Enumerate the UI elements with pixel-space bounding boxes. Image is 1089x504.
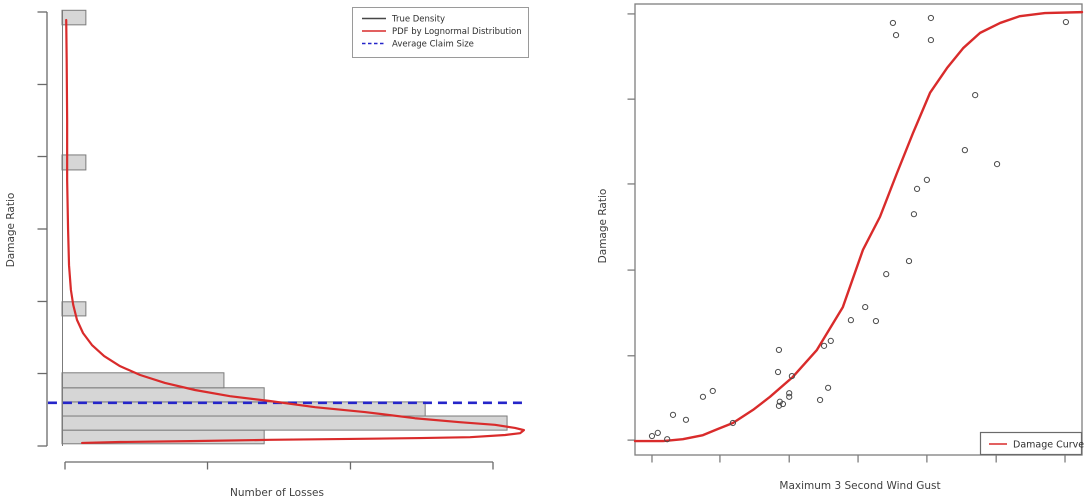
legend-label-average-claim: Average Claim Size xyxy=(392,40,474,50)
scatter-point xyxy=(872,317,880,325)
scatter-point xyxy=(927,36,935,44)
right-x-axis-label: Maximum 3 Second Wind Gust xyxy=(779,480,940,492)
scatter-point xyxy=(827,337,834,344)
scatter-point xyxy=(913,185,921,193)
left-density-overlays xyxy=(47,18,526,445)
histogram-bar xyxy=(61,415,508,431)
scatter-point xyxy=(993,161,1001,168)
scatter-point xyxy=(654,429,661,437)
scatter-point xyxy=(774,368,782,376)
scatter-point xyxy=(820,342,828,349)
scatter-point xyxy=(889,19,897,27)
scatter-point xyxy=(775,402,783,409)
left-y-axis-label: Damage Ratio xyxy=(5,193,17,268)
right-chart-marks xyxy=(633,10,1084,443)
left-legend: True Density PDF by Lognormal Distributi… xyxy=(352,7,529,58)
scatter-point xyxy=(786,390,793,397)
scatter-point xyxy=(1062,18,1070,26)
scatter-point xyxy=(905,257,913,265)
scatter-point xyxy=(669,411,677,418)
histogram-bar xyxy=(61,154,87,171)
right-legend-box xyxy=(979,431,1083,456)
left-x-axis-label: Number of Losses xyxy=(230,487,324,499)
right-y-axis-label: Damage Ratio xyxy=(597,189,609,264)
legend-label-true-density: True Density xyxy=(391,15,445,25)
scatter-point xyxy=(923,176,930,183)
scatter-point xyxy=(892,32,900,39)
scatter-point xyxy=(927,14,935,22)
scatter-point xyxy=(775,346,783,354)
legend-label-pdf-lognormal: PDF by Lognormal Distribution xyxy=(392,27,522,37)
right-plot-box xyxy=(634,3,1083,456)
scatter-point xyxy=(847,317,855,324)
lognormal-pdf-curve xyxy=(65,18,526,445)
scatter-point xyxy=(816,396,824,404)
scatter-point xyxy=(910,211,918,218)
right-legend: Damage Curve xyxy=(979,431,1084,456)
scatter-point xyxy=(825,384,832,391)
scatter-point xyxy=(729,419,736,427)
scatter-point xyxy=(883,271,890,278)
left-histogram-bars xyxy=(61,9,508,446)
scatter-point xyxy=(788,372,795,380)
scatter-point xyxy=(862,303,869,311)
scatter-point xyxy=(972,92,979,99)
scatter-point xyxy=(786,393,793,400)
scatter-point xyxy=(664,436,671,443)
damage-curve xyxy=(633,10,1084,443)
scatter-point xyxy=(709,387,716,395)
histogram-bar xyxy=(61,387,265,403)
right-chart-axes xyxy=(627,3,1083,463)
scatter-point xyxy=(961,147,968,154)
scatter-point xyxy=(648,432,656,440)
scatter-point xyxy=(682,416,690,423)
left-legend-box xyxy=(352,7,529,58)
scatter-point xyxy=(699,393,707,400)
legend-label-damage-curve: Damage Curve xyxy=(1013,440,1084,451)
left-chart-axes xyxy=(37,11,494,470)
